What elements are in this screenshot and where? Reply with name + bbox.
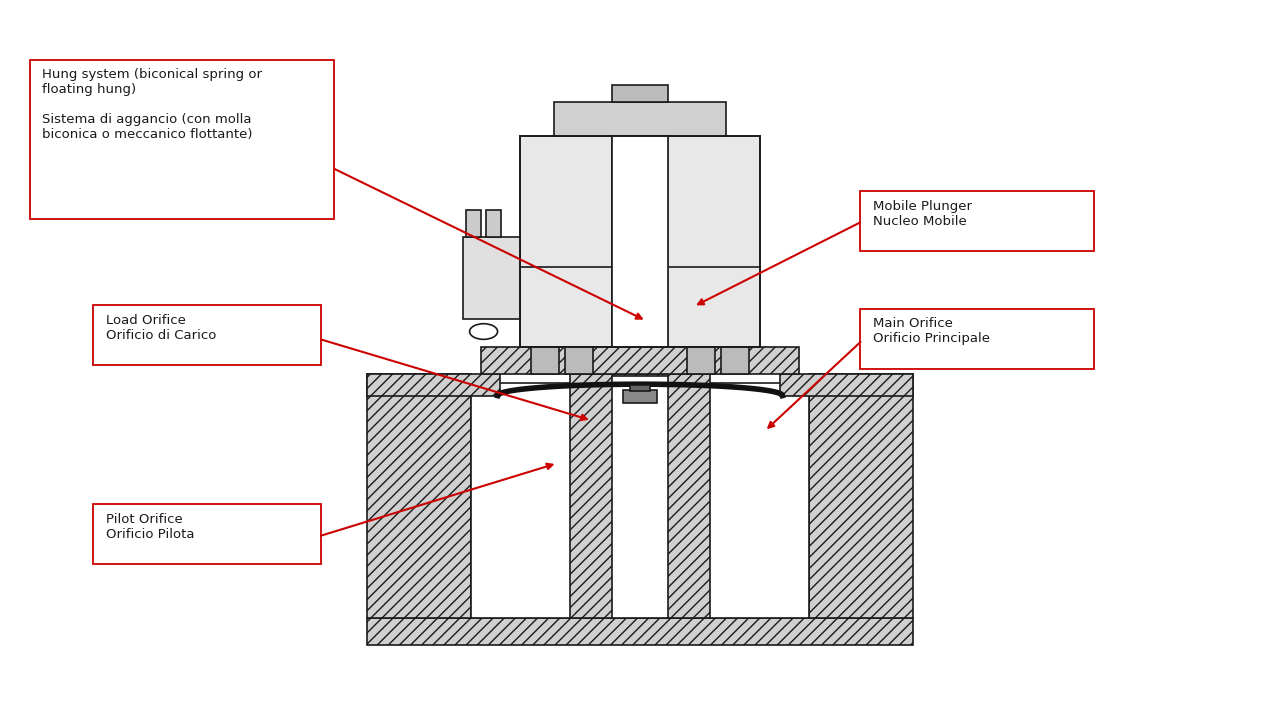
FancyBboxPatch shape [29, 60, 334, 219]
Bar [612, 84, 668, 102]
Bar [722, 347, 749, 374]
Bar [471, 383, 809, 618]
Polygon shape [612, 166, 668, 197]
FancyBboxPatch shape [860, 309, 1094, 369]
Polygon shape [612, 287, 668, 317]
Polygon shape [463, 237, 521, 319]
Text: Load Orifice
Orificio di Carico: Load Orifice Orificio di Carico [106, 314, 216, 342]
Circle shape [470, 324, 498, 339]
Bar [612, 136, 668, 347]
Bar [612, 136, 668, 347]
Polygon shape [570, 374, 710, 618]
Bar [531, 347, 558, 374]
Bar [623, 390, 657, 402]
Polygon shape [612, 197, 668, 226]
Bar [612, 376, 668, 618]
Polygon shape [780, 374, 914, 395]
Polygon shape [612, 136, 668, 166]
Polygon shape [366, 374, 500, 395]
FancyBboxPatch shape [93, 505, 321, 564]
Polygon shape [366, 618, 914, 644]
Text: Hung system (biconical spring or
floating hung)

Sistema di aggancio (con molla
: Hung system (biconical spring or floatin… [42, 68, 262, 141]
Text: Pilot Orifice
Orificio Pilota: Pilot Orifice Orificio Pilota [106, 513, 195, 541]
Polygon shape [612, 226, 668, 256]
Text: Mobile Plunger
Nucleo Mobile: Mobile Plunger Nucleo Mobile [873, 200, 972, 228]
Bar [521, 136, 759, 347]
Bar [486, 210, 502, 237]
Polygon shape [809, 374, 914, 618]
Bar [687, 347, 716, 374]
FancyBboxPatch shape [93, 305, 321, 365]
Polygon shape [612, 317, 668, 347]
Bar [481, 347, 799, 374]
Polygon shape [612, 256, 668, 287]
Bar [564, 347, 593, 374]
Bar [466, 210, 481, 237]
Bar [630, 385, 650, 391]
Polygon shape [366, 374, 471, 618]
Bar [553, 102, 727, 136]
Text: Main Orifice
Orificio Principale: Main Orifice Orificio Principale [873, 318, 989, 346]
FancyBboxPatch shape [860, 192, 1094, 251]
